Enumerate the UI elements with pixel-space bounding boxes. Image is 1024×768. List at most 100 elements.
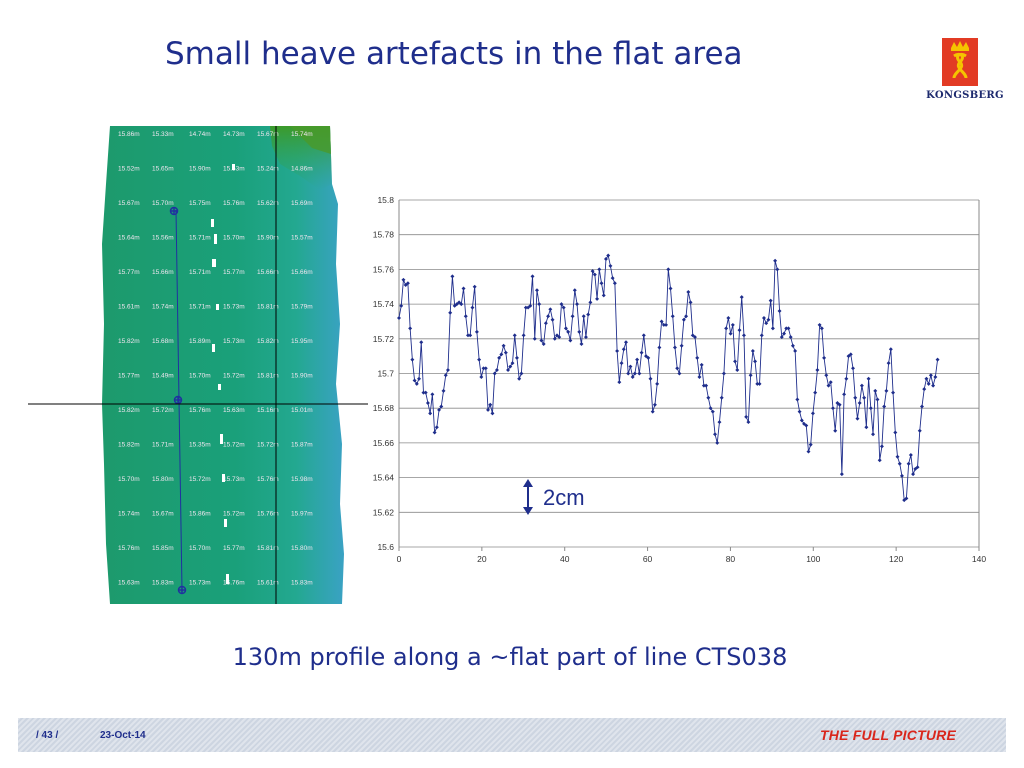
data-point (868, 406, 873, 411)
depth-label: 15.69m (291, 200, 313, 207)
data-point (713, 432, 717, 437)
data-point (519, 371, 524, 376)
page-number: / 43 / (36, 730, 59, 741)
data-point (546, 314, 551, 319)
depth-label: 15.85m (152, 545, 174, 552)
depth-label: 15.98m (291, 476, 313, 483)
depth-label: 15.01m (291, 407, 313, 414)
profile-depth-chart: 15.6 15.62 15.64 15.66 15.68 15.7 15.72 15.74 15… (373, 195, 987, 564)
depth-label: 15.49m (152, 373, 174, 380)
white-gap-markers (211, 164, 235, 584)
data-point (721, 371, 726, 376)
data-point (668, 286, 673, 291)
x-tick-label: 80 (726, 554, 736, 564)
depth-label: 15.70m (223, 235, 245, 242)
data-point (908, 453, 913, 458)
data-point (521, 333, 526, 338)
data-point (510, 361, 515, 366)
data-point (730, 322, 735, 327)
data-point (543, 321, 548, 326)
depth-label: 15.76m (118, 545, 140, 552)
data-point (617, 380, 622, 385)
y-tick-label: 15.64 (373, 473, 395, 483)
x-tick-label: 0 (397, 554, 402, 564)
data-point (421, 390, 426, 395)
depth-label: 15.76m (223, 580, 245, 587)
data-point (570, 314, 575, 319)
data-point (815, 368, 820, 373)
data-point (935, 357, 940, 362)
data-point (608, 263, 613, 268)
data-point (873, 388, 878, 393)
data-point (828, 380, 833, 385)
data-point (917, 428, 922, 433)
data-point (695, 355, 700, 360)
data-point (434, 425, 439, 430)
depth-label: 15.76m (257, 476, 279, 483)
data-point (637, 371, 642, 376)
data-point (528, 303, 533, 308)
data-point (561, 305, 566, 310)
data-point (612, 281, 617, 286)
data-point (724, 326, 729, 331)
depth-label: 15.81m (257, 373, 279, 380)
depth-label: 15.90m (189, 166, 211, 173)
horizontal-crosshair (28, 403, 368, 405)
data-point (615, 348, 620, 353)
depth-label: 15.95m (291, 338, 313, 345)
depth-label: 15.57m (291, 235, 313, 242)
depth-label: 15.71m (189, 304, 211, 311)
data-point (441, 388, 446, 393)
data-point (419, 340, 424, 345)
depth-label: 15.83m (152, 580, 174, 587)
depth-label: 15.70m (152, 200, 174, 207)
data-point (494, 368, 499, 373)
data-point (664, 322, 669, 327)
data-point (686, 289, 691, 294)
depth-label: 15.72m (152, 407, 174, 414)
depth-label: 15.77m (118, 269, 140, 276)
data-point (641, 333, 646, 338)
y-tick-label: 15.76 (373, 264, 395, 274)
data-point (474, 329, 479, 334)
depth-label: 15.72m (223, 442, 245, 449)
data-point (555, 333, 559, 338)
data-point (397, 316, 401, 320)
depth-label: 15.79m (291, 304, 313, 311)
depth-label: 15.61m (257, 580, 279, 587)
data-point (408, 326, 413, 331)
data-point (853, 395, 858, 400)
data-point (508, 364, 513, 369)
depth-label: 15.89m (189, 338, 211, 345)
data-point (857, 401, 862, 405)
data-point (461, 286, 466, 291)
crown-emblem-icon (942, 38, 978, 86)
depth-label: 15.33m (152, 131, 174, 138)
depth-label: 15.81m (257, 545, 279, 552)
y-tick-label: 15.72 (373, 334, 395, 344)
data-point (621, 347, 626, 352)
depth-label: 15.83m (291, 580, 313, 587)
data-point (626, 371, 631, 376)
data-point (648, 376, 653, 381)
data-point (710, 409, 715, 414)
depth-label: 15.52m (118, 166, 140, 173)
data-point (488, 402, 493, 407)
depth-label: 15.73m (189, 580, 211, 587)
depth-label: 15.72m (189, 476, 211, 483)
depth-label: 15.63m (223, 407, 245, 414)
data-point (579, 342, 584, 346)
data-point (813, 390, 818, 395)
depth-label: 15.63m (118, 580, 140, 587)
depth-label: 14.73m (223, 131, 245, 138)
data-point (699, 362, 704, 367)
annotation-label: 2cm (543, 485, 585, 510)
depth-label: 15.71m (152, 442, 174, 449)
depth-label: 15.73m (223, 476, 245, 483)
depth-label: 15.74m (152, 304, 174, 311)
data-point (739, 295, 744, 300)
data-point (884, 388, 889, 393)
data-point (708, 406, 713, 411)
data-point (924, 376, 929, 381)
depth-label: 15.82m (257, 338, 279, 345)
